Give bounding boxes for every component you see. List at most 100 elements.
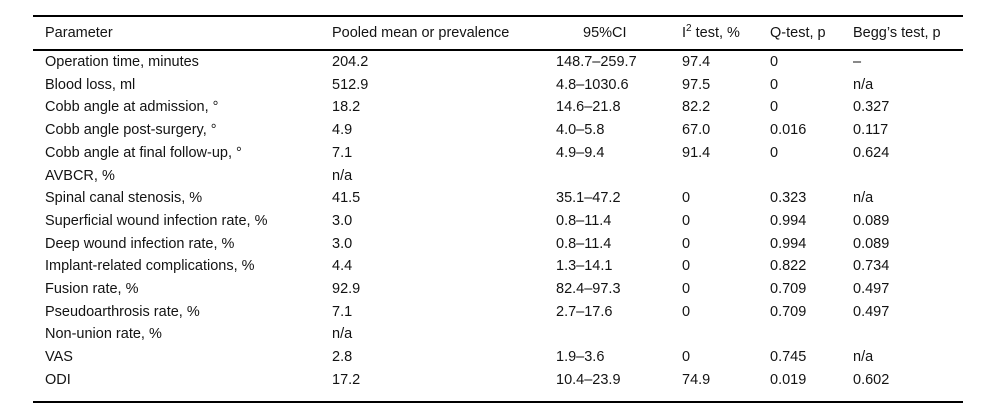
column-header-parameter: Parameter	[33, 16, 332, 51]
cell-pooled-mean: 7.1	[332, 303, 353, 320]
cell-i2-test: 82.2	[682, 99, 711, 116]
table-row: Cobb angle at admission, ° 18.2 14.6–21.8 8…	[33, 96, 963, 119]
cell-parameter: Superficial wound infection rate, %	[45, 212, 268, 229]
cell-pooled-mean: 4.4	[332, 258, 353, 275]
column-header-95ci: 95%CI	[556, 16, 682, 51]
cell-i2-test: 0	[682, 280, 691, 297]
cell-pooled-mean: 7.1	[332, 144, 353, 161]
cell-pooled-mean: 3.0	[332, 212, 353, 229]
header-row: Parameter Pooled mean or prevalence 95%C…	[33, 16, 963, 51]
table-row: VAS 2.8 1.9–3.6 0 0.745 n/a	[33, 346, 963, 369]
cell-beggs-test: 0.089	[853, 212, 890, 229]
cell-parameter: Spinal canal stenosis, %	[45, 190, 203, 207]
cell-i2-test: 0	[682, 235, 691, 252]
cell-pooled-mean: 4.9	[332, 122, 353, 139]
cell-ci95: 82.4–97.3	[556, 280, 621, 297]
table-row: Blood loss, ml 512.9 4.8–1030.6 97.5 0 n/a	[33, 74, 963, 97]
cell-i2-test: 0	[682, 190, 691, 207]
cell-beggs-test: –	[853, 54, 862, 71]
table-row: ODI 17.2 10.4–23.9 74.9 0.019 0.602	[33, 369, 963, 403]
cell-parameter: AVBCR, %	[45, 167, 115, 184]
cell-ci95: 0.8–11.4	[556, 235, 612, 252]
cell-q-test: 0.822	[770, 258, 807, 275]
cell-beggs-test: 0.734	[853, 258, 890, 275]
cell-i2-test: 0	[682, 303, 691, 320]
table-row: Operation time, minutes 204.2 148.7–259.7 9…	[33, 50, 963, 74]
i2-label-base: I	[682, 25, 687, 41]
cell-beggs-test: 0.089	[853, 235, 890, 252]
i2-label-rest: test, %	[691, 25, 740, 41]
cell-q-test: 0.994	[770, 235, 807, 252]
cell-q-test: 0.323	[770, 190, 807, 207]
cell-i2-test: 0	[682, 349, 691, 366]
cell-q-test: 0.019	[770, 371, 807, 388]
cell-parameter: Cobb angle post-surgery, °	[45, 122, 217, 139]
cell-beggs-test	[853, 164, 963, 187]
cell-parameter: Implant-related complications, %	[45, 258, 255, 275]
cell-beggs-test: 0.497	[853, 303, 890, 320]
cell-parameter: Deep wound infection rate, %	[45, 235, 235, 252]
cell-ci95: 1.9–3.6	[556, 349, 605, 366]
cell-ci95: 10.4–23.9	[556, 371, 621, 388]
cell-i2-test: 74.9	[682, 371, 711, 388]
results-table-container: Parameter Pooled mean or prevalence 95%C…	[33, 15, 963, 404]
cell-ci95: 1.3–14.1	[556, 258, 613, 275]
cell-q-test: 0.709	[770, 303, 807, 320]
cell-parameter: VAS	[45, 349, 73, 366]
cell-pooled-mean: 92.9	[332, 280, 361, 297]
cell-parameter: ODI	[45, 371, 71, 388]
cell-q-test	[770, 164, 853, 187]
cell-q-test: 0	[770, 99, 779, 116]
column-header-beggs-test: Begg’s test, p	[853, 16, 963, 51]
cell-i2-test: 97.4	[682, 54, 711, 71]
cell-pooled-mean: 204.2	[332, 54, 369, 71]
table-row: Fusion rate, % 92.9 82.4–97.3 0 0.709 0.497	[33, 278, 963, 301]
table-row: Cobb angle at final follow-up, ° 7.1 4.9–9…	[33, 142, 963, 165]
cell-i2-test: 0	[682, 258, 691, 275]
cell-ci95	[556, 164, 682, 187]
table-header: Parameter Pooled mean or prevalence 95%C…	[33, 16, 963, 51]
table-row: AVBCR, % n/a	[33, 164, 963, 187]
cell-ci95	[556, 323, 682, 346]
cell-parameter: Cobb angle at admission, °	[45, 99, 219, 116]
table-row: Pseudoarthrosis rate, % 7.1 2.7–17.6 0 0.709…	[33, 301, 963, 324]
column-header-pooled-mean: Pooled mean or prevalence	[332, 16, 556, 51]
cell-beggs-test: 0.624	[853, 144, 890, 161]
cell-ci95: 0.8–11.4	[556, 212, 612, 229]
cell-pooled-mean: 41.5	[332, 190, 361, 207]
cell-q-test: 0.016	[770, 122, 807, 139]
table-row: Spinal canal stenosis, % 41.5 35.1–47.2 0 0.…	[33, 187, 963, 210]
cell-q-test: 0	[770, 54, 779, 71]
cell-pooled-mean: n/a	[332, 167, 353, 184]
table-row: Superficial wound infection rate, % 3.0 0.…	[33, 210, 963, 233]
cell-q-test: 0.745	[770, 349, 807, 366]
cell-pooled-mean: n/a	[332, 326, 353, 343]
column-header-q-test: Q-test, p	[770, 16, 853, 51]
cell-pooled-mean: 3.0	[332, 235, 353, 252]
cell-pooled-mean: 18.2	[332, 99, 361, 116]
cell-pooled-mean: 2.8	[332, 349, 353, 366]
table-body: Operation time, minutes 204.2 148.7–259.7 9…	[33, 50, 963, 402]
cell-beggs-test: n/a	[853, 349, 874, 366]
cell-q-test: 0	[770, 144, 779, 161]
i2-label-superscript: 2	[686, 23, 692, 35]
cell-ci95: 2.7–17.6	[556, 303, 613, 320]
cell-parameter: Non-union rate, %	[45, 326, 162, 343]
cell-beggs-test: n/a	[853, 190, 874, 207]
cell-beggs-test: 0.327	[853, 99, 890, 116]
table-row: Deep wound infection rate, % 3.0 0.8–11.4 0…	[33, 233, 963, 256]
cell-parameter: Operation time, minutes	[45, 54, 199, 71]
cell-i2-test: 91.4	[682, 144, 711, 161]
cell-ci95: 14.6–21.8	[556, 99, 621, 116]
cell-q-test	[770, 323, 853, 346]
results-table: Parameter Pooled mean or prevalence 95%C…	[33, 15, 963, 404]
table-row: Non-union rate, % n/a	[33, 323, 963, 346]
cell-i2-test: 97.5	[682, 76, 711, 93]
cell-beggs-test: 0.497	[853, 280, 890, 297]
cell-i2-test: 0	[682, 212, 691, 229]
cell-parameter: Blood loss, ml	[45, 76, 136, 93]
cell-ci95: 4.0–5.8	[556, 122, 605, 139]
cell-parameter: Pseudoarthrosis rate, %	[45, 303, 200, 320]
table-row: Implant-related complications, % 4.4 1.3–1…	[33, 255, 963, 278]
table-row: Cobb angle post-surgery, ° 4.9 4.0–5.8 67.0…	[33, 119, 963, 142]
